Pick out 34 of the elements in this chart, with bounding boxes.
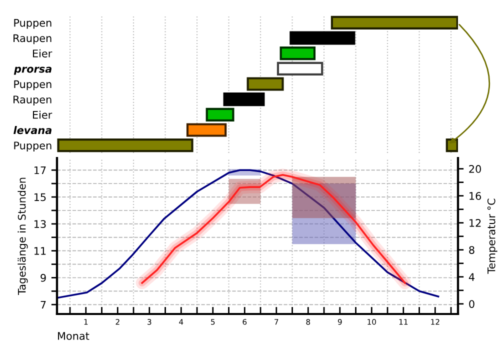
y-tick-label: Puppen (14, 80, 52, 90)
y2-tick-label: 8 (469, 246, 474, 254)
y-tick-label: levana (14, 126, 52, 134)
y-tick-label: Raupen (14, 34, 52, 44)
y-tick-label: Raupen (14, 96, 52, 106)
bar (290, 31, 356, 45)
y2-tick-label: 0 (469, 300, 474, 308)
bar (246, 77, 284, 91)
y-tick-label: 11 (34, 247, 46, 255)
bar (57, 138, 194, 152)
y2-axis-title: Temperatur °C (487, 198, 498, 274)
bar (223, 92, 265, 106)
y-tick-label: 15 (34, 193, 46, 202)
y-tick-label: 9 (40, 274, 46, 282)
y-tick-label: Eier (32, 49, 52, 58)
bar (276, 62, 324, 76)
y-tick-label: 13 (34, 220, 46, 228)
y2-tick-label: 4 (468, 273, 474, 281)
line-series (57, 169, 440, 299)
y2-tick-label: 20 (469, 165, 481, 173)
y2-tick-label: 12 (470, 219, 481, 227)
bar (206, 108, 234, 122)
y-tick-label: 7 (40, 300, 46, 309)
bar (280, 46, 316, 60)
y-tick-label: prorsa (14, 66, 52, 75)
y-tick-label: Puppen (14, 142, 52, 152)
y-tick-label: Puppen (14, 19, 52, 29)
bar (330, 16, 458, 30)
y2-tick-label: 16 (470, 192, 482, 200)
y-tick-label: 17 (34, 166, 46, 174)
y-axis-title: Tageslänge in Stunden (18, 178, 28, 296)
y-tick-label: Eier (32, 110, 52, 119)
x-axis-title: Monat (58, 332, 90, 340)
bar (186, 123, 227, 137)
